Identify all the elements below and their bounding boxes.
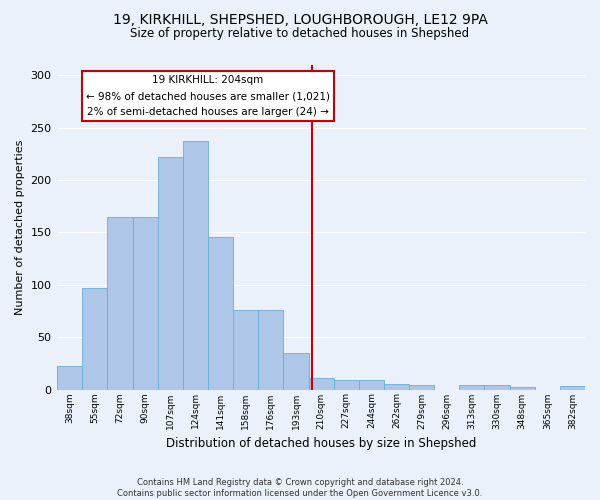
Bar (509, 388, 535, 390)
Bar (233, 310, 258, 390)
Bar (384, 384, 409, 390)
Bar (409, 386, 434, 390)
Bar (183, 142, 208, 390)
Bar (82, 288, 107, 390)
Bar (107, 217, 133, 390)
Bar (308, 378, 334, 390)
Text: 19, KIRKHILL, SHEPSHED, LOUGHBOROUGH, LE12 9PA: 19, KIRKHILL, SHEPSHED, LOUGHBOROUGH, LE… (113, 12, 487, 26)
Bar (484, 386, 509, 390)
Bar (258, 310, 283, 390)
Bar (460, 386, 484, 390)
X-axis label: Distribution of detached houses by size in Shepshed: Distribution of detached houses by size … (166, 437, 476, 450)
Y-axis label: Number of detached properties: Number of detached properties (15, 140, 25, 315)
Bar (57, 366, 82, 390)
Bar (334, 380, 359, 390)
Text: Size of property relative to detached houses in Shepshed: Size of property relative to detached ho… (130, 28, 470, 40)
Bar (208, 236, 233, 390)
Bar (560, 386, 585, 390)
Bar (359, 380, 384, 390)
Text: Contains HM Land Registry data © Crown copyright and database right 2024.
Contai: Contains HM Land Registry data © Crown c… (118, 478, 482, 498)
Bar (283, 353, 308, 390)
Text: 19 KIRKHILL: 204sqm
← 98% of detached houses are smaller (1,021)
2% of semi-deta: 19 KIRKHILL: 204sqm ← 98% of detached ho… (86, 76, 330, 116)
Bar (158, 157, 183, 390)
Bar (133, 217, 158, 390)
